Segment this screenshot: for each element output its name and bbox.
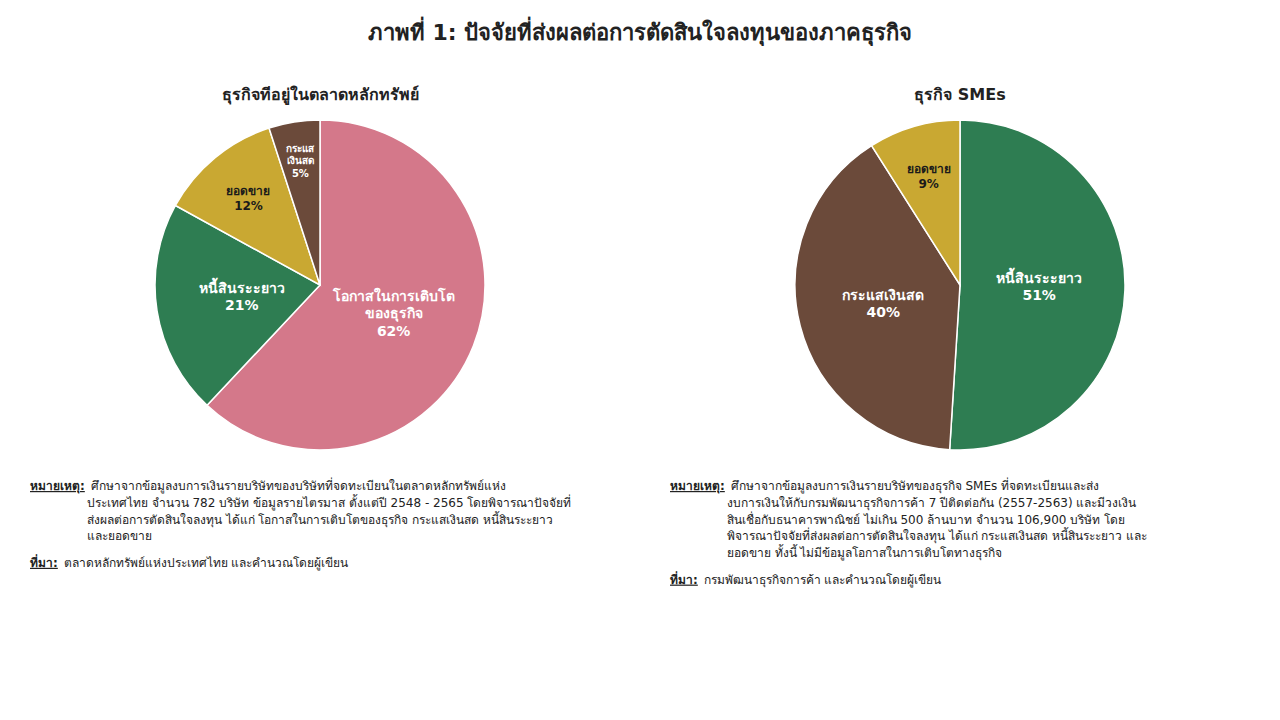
annotation-line: พิจารณาปัจจัยที่ส่งผลต่อการตัดสินใจลงทุน… xyxy=(727,527,1147,544)
annotation-line: กรมพัฒนาธุรกิจการค้า และคำนวณโดยผู้เขียน xyxy=(700,573,942,588)
value-label: 62% xyxy=(377,323,411,339)
annotations: หมายเหตุ: ศึกษาจากข้อมูลงบการเงินรายบริษ… xyxy=(30,477,571,571)
category-label: หนี้สินระะยาว xyxy=(199,277,285,296)
pie-chart: ธุรกิจ SMEs หนี้สินระะยาว51% กระแสเงินสด40… xyxy=(670,85,1147,588)
data-label: ยอดขาย9% xyxy=(907,162,951,191)
annotation-text: ตลาดหลักทรัพย์แห่งประเทศไทย และคำนวณโดยผ… xyxy=(60,556,349,571)
annotation-text: ศึกษาจากข้อมูลงบการเงินรายบริษัทของธุรกิ… xyxy=(727,477,1147,561)
annotation-line: สินเชื่อกับธนาคารพาณิชย์ ไม่เกิน 500 ล้า… xyxy=(727,511,1125,527)
annotation-line: ส่งผลต่อการตัดสินใจลงทุน ได้แก่ โอกาสในก… xyxy=(87,511,553,528)
data-label: กระแสเงินสด 5% xyxy=(286,143,315,179)
data-label: หนี้สินระะยาว21% xyxy=(199,277,285,314)
data-label: กระแสเงินสด40% xyxy=(842,287,924,321)
value-label: 40% xyxy=(867,304,901,320)
title: ภาพที่ 1: ปัจจัยที่ส่งผลต่อการตัดสินใจลง… xyxy=(368,16,912,47)
annotation-line: ศึกษาจากข้อมูลงบการเงินรายบริษัทของธุรกิ… xyxy=(727,477,1099,494)
annotations: หมายเหตุ: ศึกษาจากข้อมูลงบการเงินรายบริษ… xyxy=(670,477,1147,588)
data-label: โอกาสในการเติบโตของธุรกิจ62% xyxy=(332,287,455,339)
annotation-label: หมายเหตุ: xyxy=(30,479,85,494)
value-label: 21% xyxy=(225,297,259,313)
category-label: ยอดขาย xyxy=(907,162,951,176)
slice xyxy=(269,120,320,285)
category-label: หนี้สินระะยาว xyxy=(996,267,1082,286)
annotation-line: ยอดขาย ทั้งนี้ ไม่มีข้อมูลโอกาสในการเติบ… xyxy=(727,544,1003,561)
annotation-line: ตลาดหลักทรัพย์แห่งประเทศไทย และคำนวณโดยผ… xyxy=(60,556,349,571)
category-label: ของธุรกิจ xyxy=(365,305,423,322)
value-label: 5% xyxy=(292,168,309,179)
value-label: 9% xyxy=(919,177,939,191)
value-label: 12% xyxy=(234,199,263,213)
data-labels: หนี้สินระะยาว51% กระแสเงินสด40% ยอดขาย9% xyxy=(842,162,1082,320)
data-label: หนี้สินระะยาว51% xyxy=(996,267,1082,304)
annotation-text: ศึกษาจากข้อมูลงบการเงินรายบริษัทของบริษั… xyxy=(87,477,572,543)
chart-title: ธุรกิจ SMEs xyxy=(914,85,1005,105)
annotation-label: ที่มา: xyxy=(30,554,58,570)
annotation-label: ที่มา: xyxy=(670,571,698,587)
data-label: ยอดขาย12% xyxy=(226,184,270,213)
annotation-line: ประเทศไทย จำนวน 782 บริษัท ข้อมูลรายไตรม… xyxy=(87,494,572,511)
annotation-label: หมายเหตุ: xyxy=(670,479,725,494)
annotation-line: งบการเงินให้กับกรมพัฒนาธุรกิจการค้า 7 ปี… xyxy=(727,496,1137,511)
annotation-line: และยอดขาย xyxy=(87,529,152,543)
category-label: เงินสด xyxy=(287,155,314,166)
slices xyxy=(795,120,1125,450)
category-label: โอกาสในการเติบโต xyxy=(332,287,455,304)
category-label: กระแส xyxy=(286,143,315,154)
annotation-text: กรมพัฒนาธุรกิจการค้า และคำนวณโดยผู้เขียน xyxy=(700,573,942,588)
category-label: ยอดขาย xyxy=(226,184,270,198)
data-labels: โอกาสในการเติบโตของธุรกิจ62% หนี้สินระะยา… xyxy=(199,143,455,339)
chart: ภาพที่ 1: ปัจจัยที่ส่งผลต่อการตัดสินใจลง… xyxy=(0,0,1280,720)
annotation-line: ศึกษาจากข้อมูลงบการเงินรายบริษัทของบริษั… xyxy=(87,477,506,494)
slices xyxy=(155,120,485,450)
chart-title: ธุรกิจทีอยู่ในตลาดหลักทรัพย์ xyxy=(222,85,419,106)
value-label: 51% xyxy=(1022,287,1056,303)
category-label: กระแสเงินสด xyxy=(842,287,924,303)
pie-chart: ธุรกิจทีอยู่ในตลาดหลักทรัพย์โอกาสในการเต… xyxy=(30,85,571,571)
slice xyxy=(950,120,1125,450)
slice xyxy=(872,120,960,285)
